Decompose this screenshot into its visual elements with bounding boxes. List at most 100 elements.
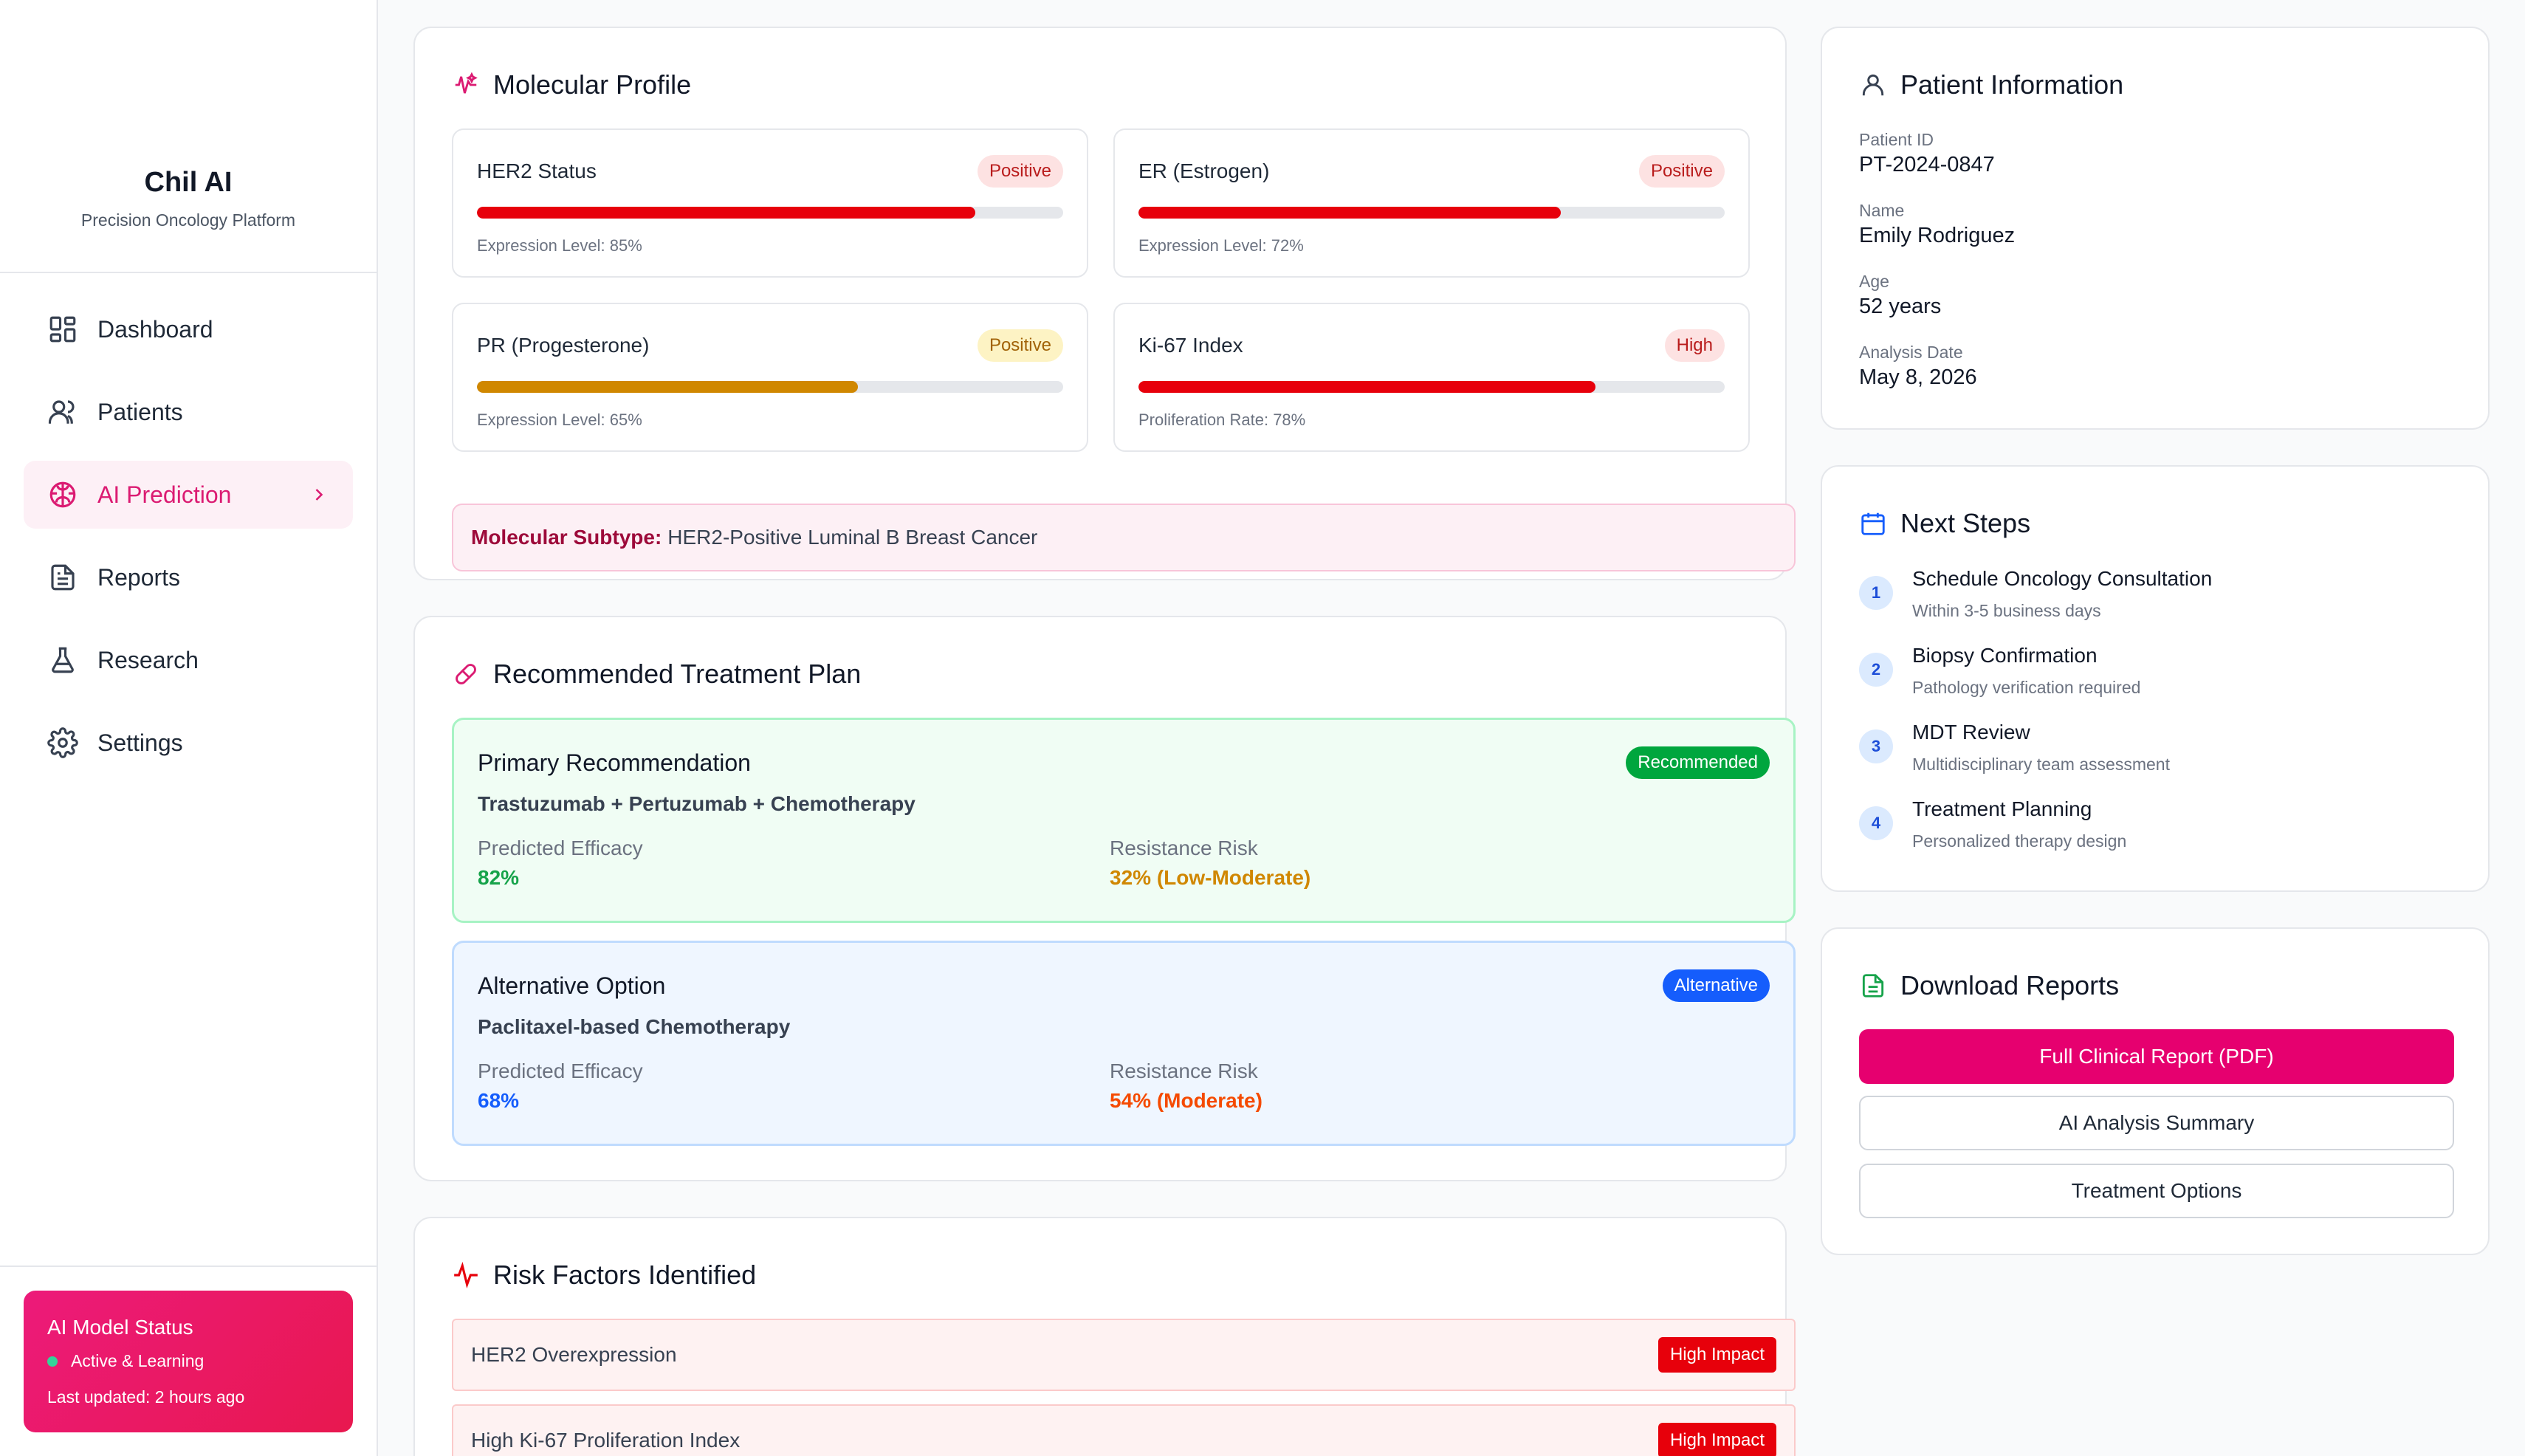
expression-bar-fill — [477, 381, 859, 393]
next-steps-title: Next Steps — [1859, 508, 2030, 539]
calendar-icon — [1861, 512, 1885, 535]
sidebar-item-patients[interactable]: Patients — [24, 378, 353, 446]
brand: Chil AI Precision Oncology Platform — [0, 0, 377, 273]
treatment-plan-card: Recommended Treatment Plan Primary Recom… — [413, 616, 1796, 1181]
efficacy-label: Predicted Efficacy — [478, 837, 643, 859]
dashboard-icon — [49, 316, 76, 343]
impact-badge: High Impact — [1657, 1337, 1776, 1373]
marker-name: Ki-67 Index — [1138, 334, 1243, 357]
card-title-text: Risk Factors Identified — [493, 1260, 757, 1290]
model-status-updated: Last updated: 2 hours ago — [47, 1387, 245, 1407]
sidebar-footer: AI Model Status Active & Learning Last u… — [0, 1266, 377, 1456]
marker-pr: PR (Progesterone) Positive Expression Le… — [452, 303, 1088, 452]
step-number: 4 — [1859, 806, 1893, 840]
field-label: Name — [1859, 201, 1905, 220]
next-step-item: 4 Treatment Planning Personalized therap… — [1859, 797, 2126, 851]
full-clinical-report-button[interactable]: Full Clinical Report (PDF) — [1859, 1029, 2454, 1084]
recommended-badge: Recommended — [1626, 746, 1770, 779]
marker-name: ER (Estrogen) — [1138, 159, 1270, 182]
step-title: MDT Review — [1912, 721, 2030, 744]
brand-title: Chil AI — [144, 167, 233, 198]
sidebar-item-reports[interactable]: Reports — [24, 543, 353, 611]
primary-title: Primary Recommendation — [478, 749, 751, 776]
marker-ki67: Ki-67 Index High Proliferation Rate: 78% — [1113, 303, 1750, 452]
step-subtitle: Personalized therapy design — [1912, 831, 2127, 851]
molecular-subtype-banner: Molecular Subtype: HER2-Positive Luminal… — [452, 504, 1796, 571]
subtype-label: Molecular Subtype: — [471, 526, 662, 549]
pill-icon — [456, 664, 476, 684]
document-icon — [51, 564, 75, 591]
flask-icon — [52, 647, 74, 673]
field-value: Emily Rodriguez — [1859, 224, 2016, 247]
treatment-options-button[interactable]: Treatment Options — [1859, 1164, 2454, 1218]
sidebar-item-dashboard[interactable]: Dashboard — [24, 295, 353, 363]
efficacy-value: 68% — [478, 1089, 520, 1112]
model-status-state-text: Active & Learning — [71, 1351, 205, 1370]
resistance-label: Resistance Risk — [1110, 1060, 1258, 1082]
patient-name-field: Name Emily Rodriguez — [1859, 201, 2015, 248]
sidebar-nav: Dashboard Patients AI Prediction Reports… — [0, 273, 377, 814]
status-badge: High — [1664, 329, 1725, 362]
molecular-profile-card: Molecular Profile HER2 Status Positive E… — [413, 27, 1796, 580]
sidebar-item-label: AI Prediction — [97, 481, 232, 508]
risk-factor-item: HER2 Overexpression High Impact — [452, 1319, 1796, 1391]
chevron-right-icon — [315, 489, 323, 501]
marker-footer: Expression Level: 85% — [477, 236, 642, 255]
sidebar-item-research[interactable]: Research — [24, 626, 353, 694]
brand-subtitle: Precision Oncology Platform — [80, 210, 296, 230]
subtype-value: HER2-Positive Luminal B Breast Cancer — [667, 526, 1038, 549]
patient-age-field: Age 52 years — [1859, 272, 1941, 319]
next-step-item: 1 Schedule Oncology Consultation Within … — [1859, 567, 2212, 621]
sidebar-item-label: Settings — [97, 729, 183, 756]
proliferation-bar-fill — [1138, 381, 1596, 393]
step-number: 3 — [1859, 729, 1893, 763]
activity-icon — [454, 1262, 478, 1288]
next-step-item: 2 Biopsy Confirmation Pathology verifica… — [1859, 644, 2140, 698]
field-label: Patient ID — [1859, 130, 1934, 149]
expression-bar — [477, 207, 1063, 219]
sidebar-item-label: Research — [97, 646, 199, 673]
expression-bar — [477, 381, 1063, 393]
field-value: PT-2024-0847 — [1859, 153, 1995, 176]
card-title-text: Patient Information — [1900, 69, 2124, 100]
impact-badge: High Impact — [1657, 1423, 1776, 1456]
step-title: Biopsy Confirmation — [1912, 644, 2098, 667]
download-reports-card: Download Reports Full Clinical Report (P… — [1821, 927, 2490, 1255]
model-status-title: AI Model Status — [47, 1316, 193, 1339]
file-text-icon — [1862, 974, 1884, 997]
step-number: 2 — [1859, 653, 1893, 687]
ai-analysis-summary-button[interactable]: AI Analysis Summary — [1859, 1096, 2454, 1150]
marker-footer: Proliferation Rate: 78% — [1138, 411, 1306, 429]
efficacy-value: 82% — [478, 866, 520, 889]
marker-name: PR (Progesterone) — [477, 334, 650, 357]
expression-bar-fill — [1138, 207, 1561, 219]
alternative-option: Alternative Option Alternative Paclitaxe… — [452, 941, 1796, 1146]
alternative-drug: Paclitaxel-based Chemotherapy — [478, 1015, 791, 1038]
marker-her2: HER2 Status Positive Expression Level: 8… — [452, 128, 1088, 278]
step-subtitle: Pathology verification required — [1912, 678, 2141, 697]
marker-name: HER2 Status — [477, 159, 597, 182]
step-subtitle: Within 3-5 business days — [1912, 601, 2101, 620]
step-subtitle: Multidisciplinary team assessment — [1912, 755, 2170, 774]
field-value: 52 years — [1859, 295, 1942, 318]
alternative-badge: Alternative — [1662, 969, 1770, 1002]
primary-recommendation: Primary Recommendation Recommended Trast… — [452, 718, 1796, 923]
marker-footer: Expression Level: 65% — [477, 411, 642, 429]
patient-information-card: Patient Information Patient ID PT-2024-0… — [1821, 27, 2490, 430]
patient-information-title: Patient Information — [1859, 69, 2123, 100]
card-title-text: Recommended Treatment Plan — [493, 659, 862, 689]
risk-factor-item: High Ki-67 Proliferation Index High Impa… — [452, 1404, 1796, 1456]
risk-factor-label: High Ki-67 Proliferation Index — [471, 1429, 741, 1452]
marker-er: ER (Estrogen) Positive Expression Level:… — [1113, 128, 1750, 278]
sidebar-item-settings[interactable]: Settings — [24, 709, 353, 777]
treatment-plan-title: Recommended Treatment Plan — [452, 659, 861, 690]
efficacy-label: Predicted Efficacy — [478, 1060, 643, 1082]
molecular-profile-title: Molecular Profile — [452, 69, 691, 100]
card-title-text: Download Reports — [1900, 970, 2120, 1000]
card-title-text: Molecular Profile — [493, 69, 692, 100]
status-dot-icon — [47, 1356, 58, 1367]
brain-icon — [49, 481, 76, 508]
field-label: Age — [1859, 272, 1889, 291]
download-reports-title: Download Reports — [1859, 970, 2119, 1001]
sidebar-item-ai-prediction[interactable]: AI Prediction — [24, 461, 353, 529]
